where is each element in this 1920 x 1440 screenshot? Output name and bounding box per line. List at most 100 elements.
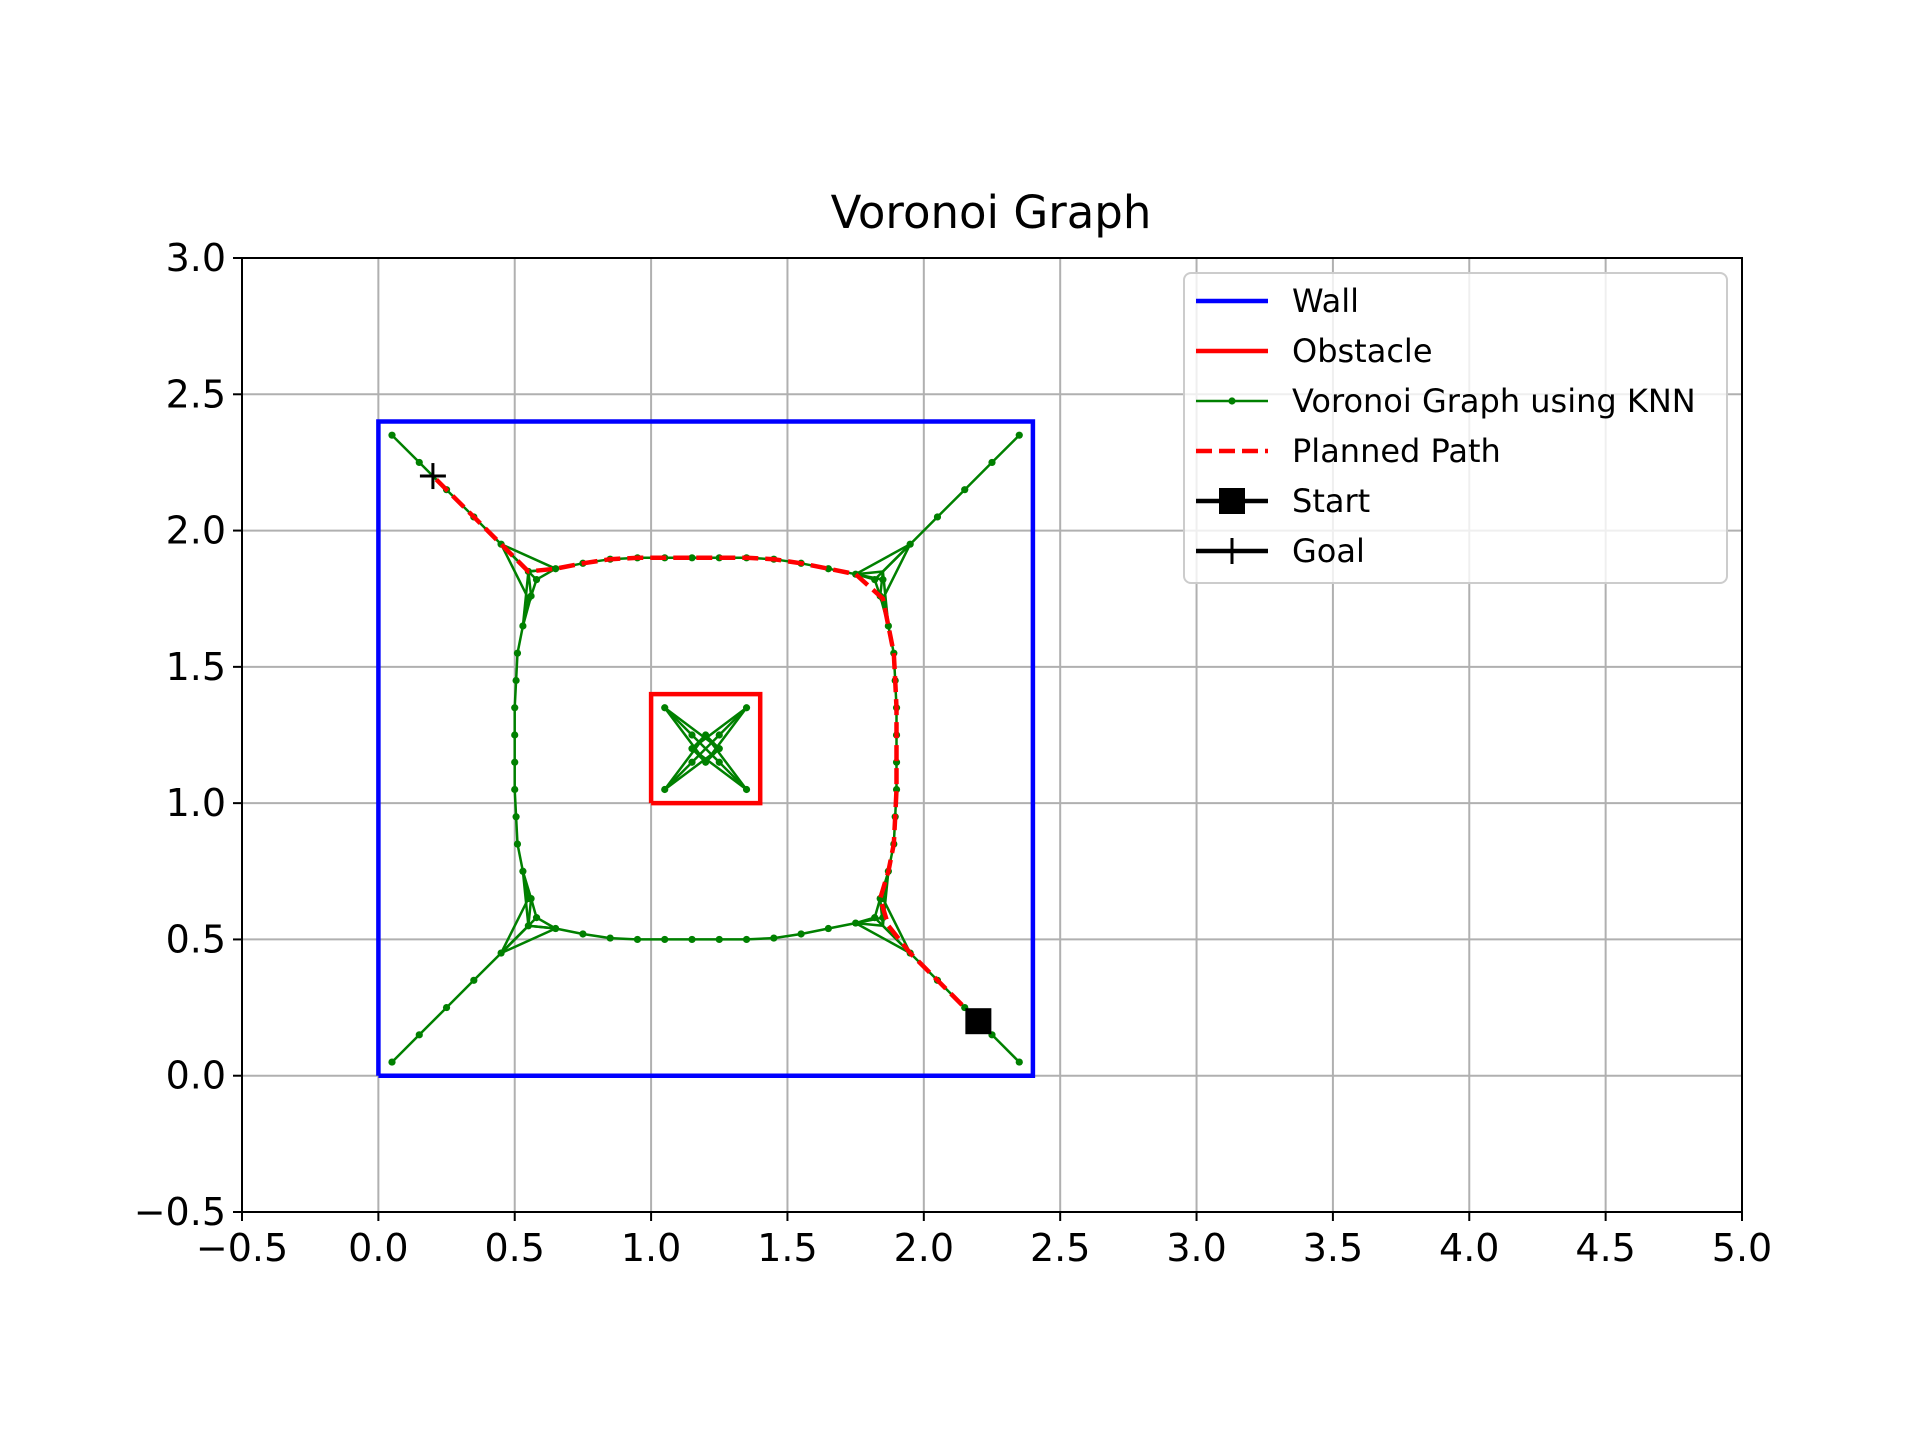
voronoi-node — [884, 622, 892, 630]
voronoi-node — [688, 935, 696, 944]
voronoi-node — [871, 576, 879, 584]
obstacle-line — [648, 691, 763, 806]
voronoi-node — [511, 704, 519, 712]
voronoi-node — [511, 731, 519, 739]
voronoi-node — [661, 935, 669, 944]
voronoi-edge — [500, 543, 557, 570]
voronoi-edge — [691, 734, 721, 764]
voronoi-node — [879, 576, 887, 584]
planned-path-line — [431, 474, 980, 1023]
voronoi-edge — [881, 543, 912, 600]
voronoi-edge — [528, 916, 884, 941]
voronoi-node — [388, 431, 396, 439]
start-marker — [965, 1008, 992, 1035]
voronoi-node — [906, 540, 914, 548]
voronoi-node — [524, 894, 532, 903]
y-tick-label: 2.0 — [166, 509, 226, 553]
voronoi-node — [770, 934, 778, 942]
voronoi-edge — [528, 924, 556, 930]
y-tick-label: 1.5 — [166, 645, 226, 689]
voronoi-node — [661, 704, 669, 712]
x-tick-label: 4.5 — [1575, 1226, 1635, 1270]
voronoi-node — [661, 785, 669, 794]
legend-label: Goal — [1292, 532, 1365, 570]
voronoi-node — [715, 935, 723, 944]
voronoi-node — [702, 758, 710, 766]
voronoi-edge — [535, 916, 557, 930]
voronoi-node — [715, 758, 723, 766]
legend-square — [1219, 488, 1245, 514]
voronoi-edge — [513, 595, 533, 899]
voronoi-node — [519, 867, 527, 875]
voronoi-node — [532, 914, 541, 922]
voronoi-node — [524, 595, 532, 603]
voronoi-node — [688, 731, 696, 739]
voronoi-edge — [855, 921, 884, 928]
voronoi-edge — [855, 570, 884, 576]
x-tick-label: 3.5 — [1303, 1226, 1363, 1270]
x-tick-label: −0.5 — [196, 1226, 288, 1270]
voronoi-node — [633, 935, 642, 944]
legend: Wall Obstacle Voronoi Graph using KNN Plann… — [1183, 272, 1728, 584]
voronoi-node — [824, 924, 832, 933]
legend-frame — [1183, 272, 1728, 584]
y-tick-label: 1.0 — [166, 781, 226, 825]
voronoi-edge — [499, 543, 530, 600]
voronoi-edge — [663, 747, 721, 791]
voronoi-node — [933, 513, 942, 521]
legend-label: Voronoi Graph using KNN — [1292, 382, 1696, 420]
plot-area — [376, 419, 1036, 1078]
voronoi-node — [512, 813, 520, 821]
y-tick-label: 0.0 — [166, 1054, 226, 1098]
voronoi-node — [552, 924, 560, 933]
legend-label: Start — [1292, 482, 1370, 520]
voronoi-node — [1015, 1058, 1023, 1066]
voronoi-node — [688, 554, 696, 562]
voronoi-node — [579, 930, 587, 938]
voronoi-node — [702, 731, 710, 739]
voronoi-node — [688, 745, 696, 753]
y-tick-label: −0.5 — [134, 1190, 226, 1234]
voronoi-node — [512, 676, 520, 685]
axis-ticks: −0.5 0.0 0.5 1.0 1.5 2.0 2.5 3.0 3.5 4.0 4.5 5.0 −0.… — [134, 236, 1773, 1270]
voronoi-edge — [500, 927, 557, 955]
voronoi-node — [513, 649, 522, 657]
voronoi-node — [797, 930, 805, 938]
voronoi-edge — [854, 543, 911, 576]
voronoi-edge — [499, 897, 530, 954]
voronoi-node — [988, 458, 996, 467]
voronoi-node — [513, 840, 522, 848]
voronoi-node — [742, 704, 751, 712]
voronoi-node — [524, 922, 532, 930]
voronoi-node — [497, 949, 505, 957]
voronoi-node — [606, 934, 614, 942]
legend-label: Wall — [1292, 282, 1359, 320]
y-tick-label: 3.0 — [166, 236, 226, 280]
wall-line — [376, 419, 1036, 1078]
axes-frame — [241, 257, 1743, 1213]
voronoi-node — [852, 919, 860, 927]
voronoi-node — [415, 458, 423, 467]
voronoi-node — [415, 1031, 423, 1039]
voronoi-edge — [873, 543, 912, 581]
legend-label: Planned Path — [1292, 432, 1501, 470]
voronoi-node — [442, 1003, 451, 1012]
voronoi-edge — [535, 567, 557, 581]
voronoi-node — [511, 758, 519, 766]
x-tick-label: 0.0 — [348, 1226, 408, 1270]
x-tick-label: 3.0 — [1166, 1226, 1226, 1270]
voronoi-node — [470, 976, 478, 984]
voronoi-node — [552, 565, 560, 573]
voronoi-edge — [704, 734, 748, 791]
voronoi-edge — [691, 747, 748, 791]
x-tick-label: 2.5 — [1030, 1226, 1090, 1270]
voronoi-node — [961, 486, 969, 494]
y-tick-label: 0.5 — [166, 917, 226, 961]
voronoi-node — [1015, 431, 1023, 439]
voronoi-node — [388, 1058, 396, 1066]
chart-title: Voronoi Graph — [831, 186, 1152, 239]
voronoi-node — [715, 745, 723, 753]
legend-dot — [1228, 397, 1236, 405]
y-tick-label: 2.5 — [166, 372, 226, 416]
